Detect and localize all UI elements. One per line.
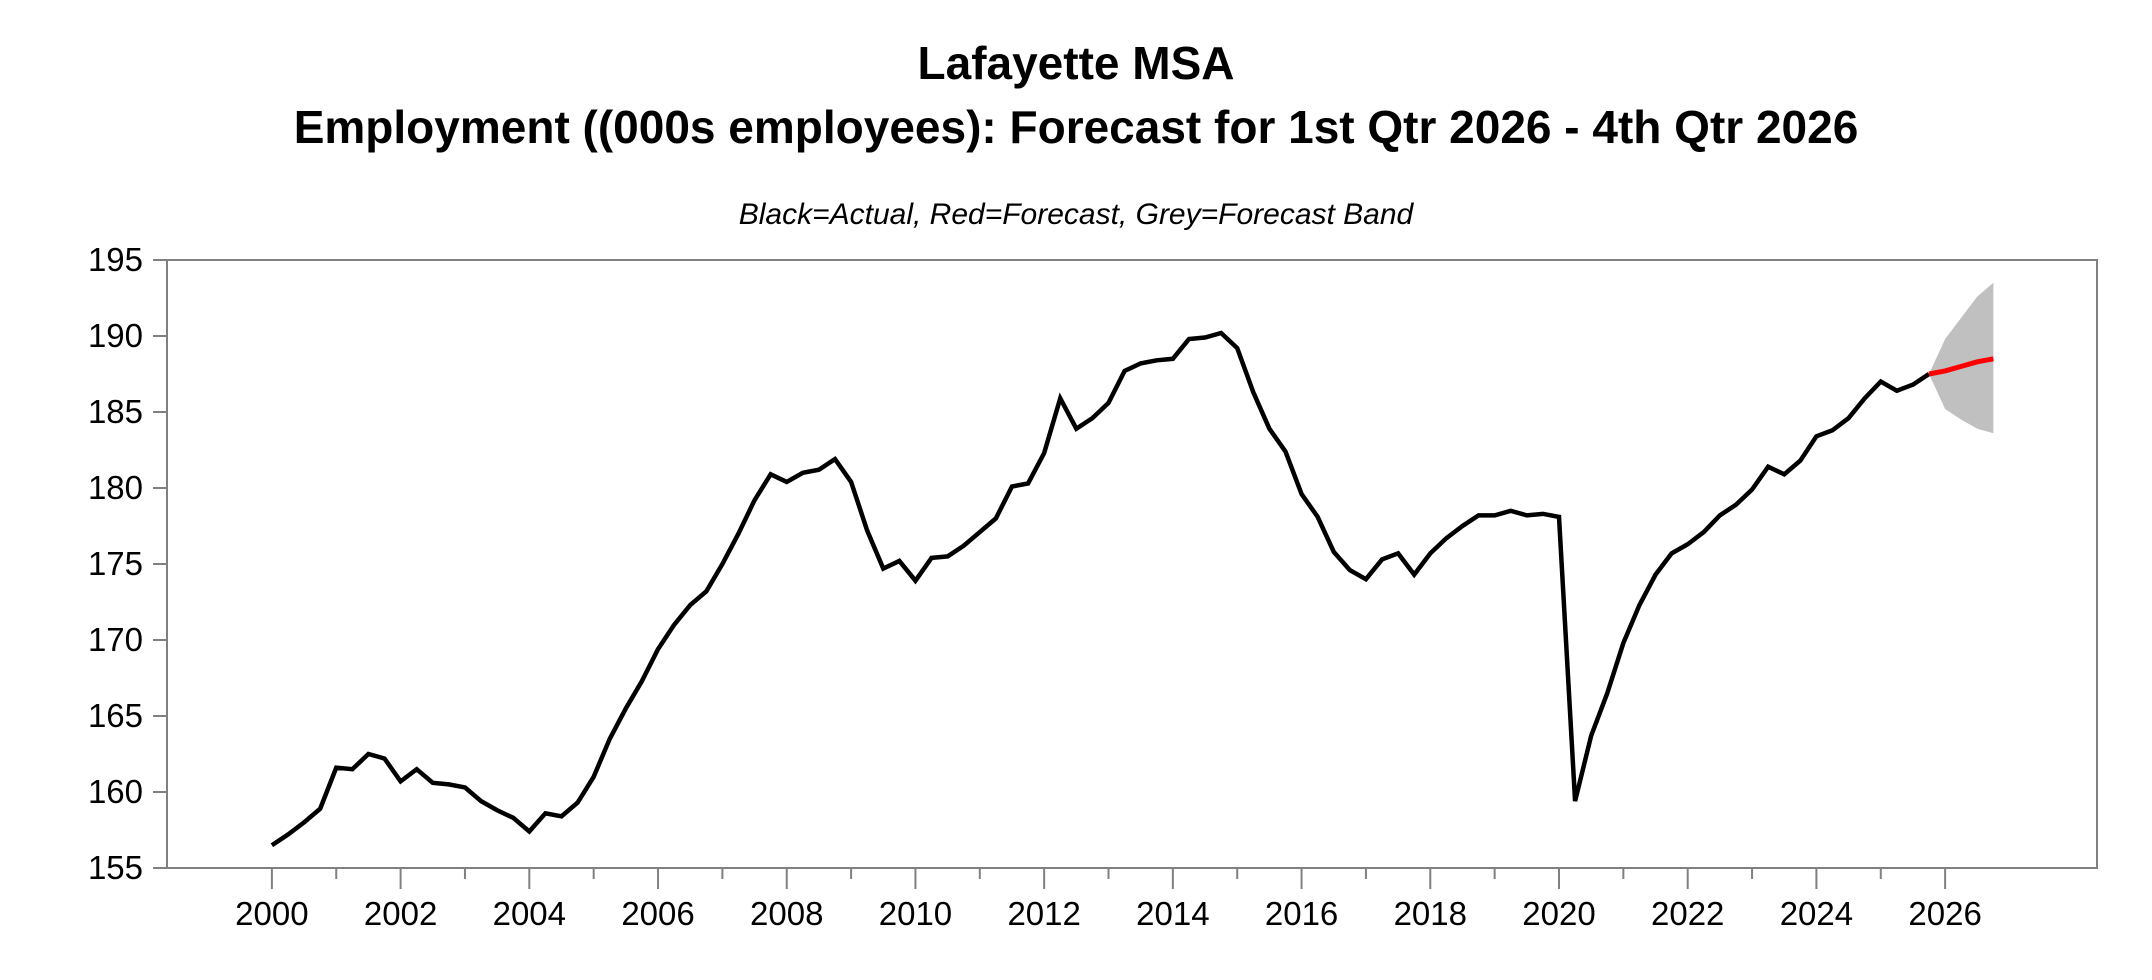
- x-axis-label: 2012: [1007, 895, 1080, 932]
- x-axis-label: 2004: [493, 895, 566, 932]
- x-axis-label: 2018: [1394, 895, 1467, 932]
- plot-frame: [166, 259, 2098, 869]
- x-axis-label: 2020: [1522, 895, 1595, 932]
- chart-title-line1: Lafayette MSA: [917, 37, 1235, 89]
- x-axis-label: 2010: [879, 895, 952, 932]
- x-axis-label: 2022: [1651, 895, 1724, 932]
- chart-legend-note: Black=Actual, Red=Forecast, Grey=Forecas…: [738, 198, 1414, 231]
- chart-title-line2: Employment ((000s employees): Forecast f…: [293, 101, 1859, 153]
- y-axis-label: 190: [88, 317, 143, 354]
- x-axis-label: 2000: [235, 895, 308, 932]
- x-axis-label: 2002: [364, 895, 437, 932]
- x-axis-label: 2024: [1780, 895, 1853, 932]
- y-axis-label: 170: [88, 621, 143, 658]
- x-axis-label: 2006: [621, 895, 694, 932]
- y-axis-label: 160: [88, 773, 143, 810]
- y-axis-label: 195: [88, 241, 143, 278]
- forecast-band-area: [1929, 282, 1994, 434]
- y-axis-label: 185: [88, 393, 143, 430]
- y-axis-label: 180: [88, 469, 143, 506]
- y-axis-label: 165: [88, 697, 143, 734]
- x-axis-label: 2016: [1265, 895, 1338, 932]
- y-axis-label: 155: [88, 849, 143, 886]
- x-axis-label: 2014: [1136, 895, 1209, 932]
- forecast-series-line: [1928, 356, 1994, 377]
- x-axis-label: 2026: [1908, 895, 1981, 932]
- y-axis-label: 175: [88, 545, 143, 582]
- x-axis-label: 2008: [750, 895, 823, 932]
- actual-series-line: [270, 330, 1931, 848]
